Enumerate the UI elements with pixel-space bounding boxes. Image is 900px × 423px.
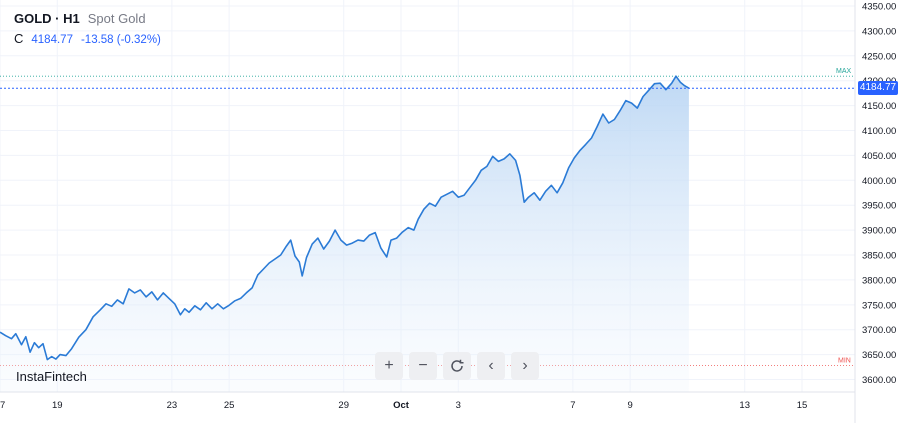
chart-toolbar: + − ‹ › <box>375 352 539 380</box>
price-area <box>0 76 689 392</box>
x-tick-label: 15 <box>797 400 808 411</box>
y-tick-label: 4150.00 <box>862 101 896 112</box>
symbol-legend: GOLD · H1 Spot Gold C 4184.77 -13.58 (-0… <box>14 10 161 49</box>
reset-icon <box>451 359 464 372</box>
price-line <box>0 75 690 361</box>
y-tick-label: 4100.00 <box>862 126 896 137</box>
x-tick-label: 29 <box>338 400 349 411</box>
min-marker: MIN <box>838 358 851 365</box>
brand-logo: InstaFintech <box>16 369 87 384</box>
y-tick-label: 4050.00 <box>862 151 896 162</box>
y-tick-label: 3800.00 <box>862 275 896 286</box>
plus-icon: + <box>384 357 394 374</box>
minus-icon: − <box>418 357 428 374</box>
y-tick-label: 3650.00 <box>862 350 896 361</box>
y-tick-label: 3750.00 <box>862 300 896 311</box>
zoom-out-button[interactable]: − <box>409 352 437 380</box>
symbol-description: Spot Gold <box>87 11 146 26</box>
price-axis[interactable]: 3600.00 3650.00 3700.00 3750.00 3800.00 3850.… <box>862 1 896 386</box>
y-tick-label: 3900.00 <box>862 226 896 237</box>
y-tick-label: 3600.00 <box>862 375 896 386</box>
max-marker: MAX <box>836 68 852 75</box>
zoom-in-button[interactable]: + <box>375 352 403 380</box>
symbol-title[interactable]: GOLD · H1 <box>14 11 80 26</box>
x-tick-label: 19 <box>52 400 63 411</box>
scroll-back-button[interactable]: ‹ <box>477 352 505 380</box>
time-axis[interactable]: 17 19 23 25 29 Oct 3 7 9 13 15 <box>0 400 807 411</box>
y-tick-label: 4000.00 <box>862 176 896 187</box>
last-price-tag: 4184.77 <box>858 81 898 96</box>
x-tick-label: 3 <box>456 400 461 411</box>
x-tick-label: Oct <box>393 400 410 411</box>
y-tick-label: 3850.00 <box>862 251 896 262</box>
y-tick-label: 4300.00 <box>862 26 896 37</box>
close-label: C <box>14 31 24 46</box>
x-tick-label: 9 <box>627 400 632 411</box>
x-tick-label: 13 <box>739 400 750 411</box>
y-tick-label: 3700.00 <box>862 325 896 336</box>
chevron-left-icon: ‹ <box>488 357 494 374</box>
close-value: 4184.77 <box>31 34 73 46</box>
change-value: -13.58 (-0.32%) <box>80 34 161 46</box>
scroll-forward-button[interactable]: › <box>511 352 539 380</box>
x-tick-label: 23 <box>167 400 178 411</box>
x-tick-label: 17 <box>0 400 5 411</box>
chevron-right-icon: › <box>522 357 528 374</box>
y-tick-label: 3950.00 <box>862 201 896 212</box>
y-tick-label: 4250.00 <box>862 51 896 62</box>
x-tick-label: 25 <box>224 400 235 411</box>
y-tick-label: 4350.00 <box>862 1 896 12</box>
reset-button[interactable] <box>443 352 471 380</box>
x-tick-label: 7 <box>570 400 575 411</box>
